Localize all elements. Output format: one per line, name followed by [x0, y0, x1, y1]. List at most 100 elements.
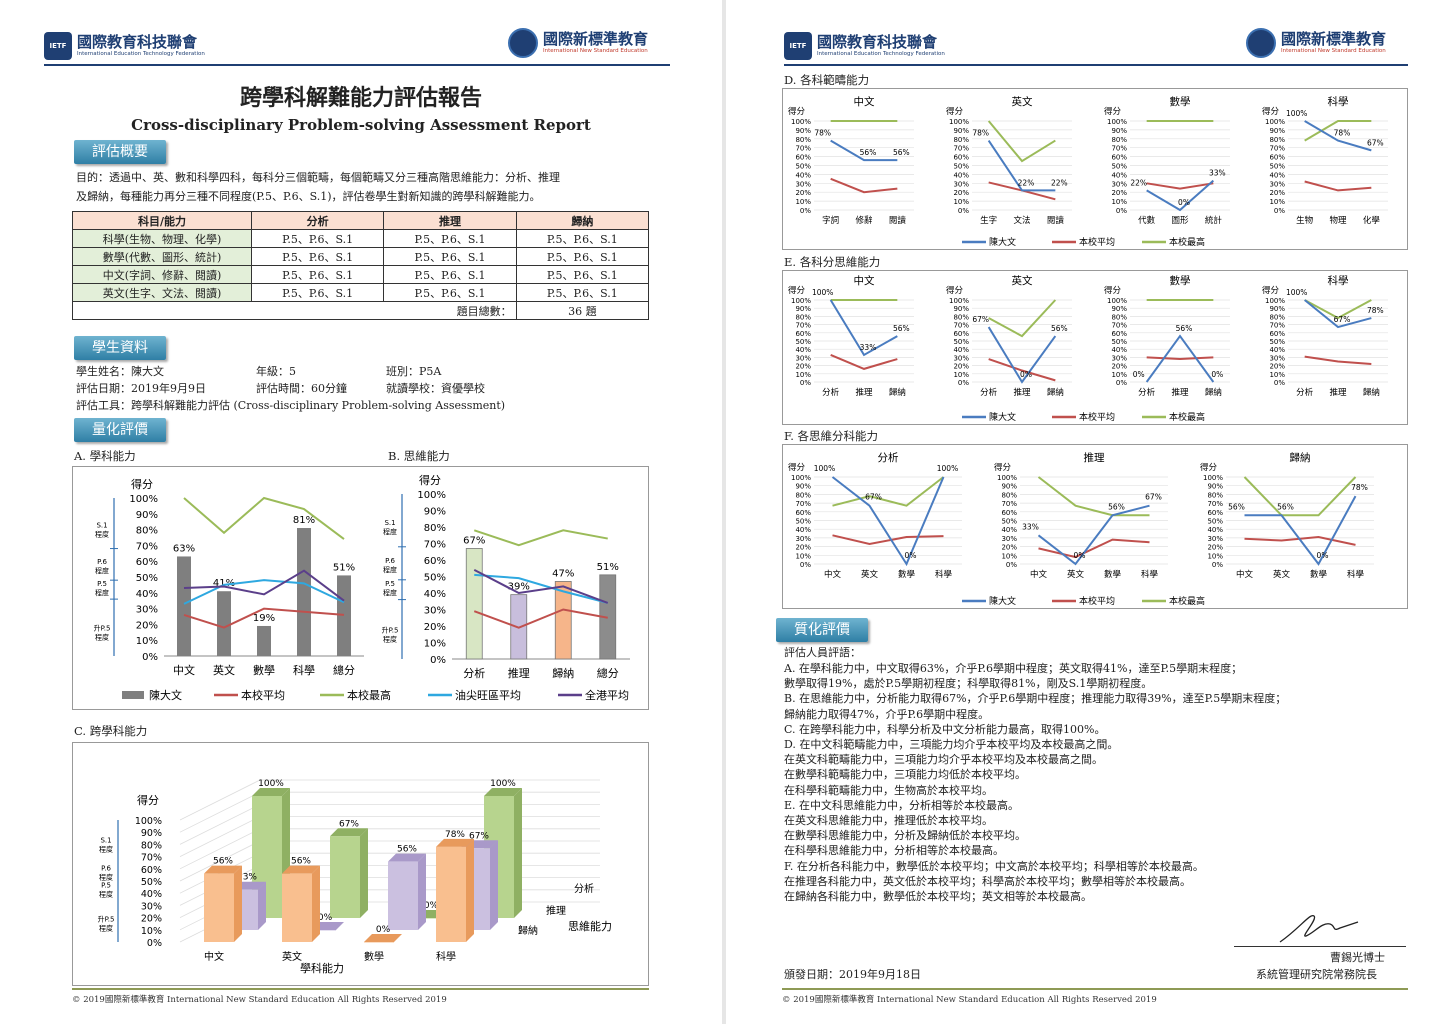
y-tick-label: 50% [1269, 163, 1285, 171]
y-tick-label: 30% [1111, 354, 1127, 362]
signature-image [1240, 908, 1400, 944]
y-tick-label: 60% [136, 557, 158, 568]
panel-title: 推理 [1084, 451, 1106, 464]
bar-3d-top [204, 865, 242, 874]
table-cell: P.5、P.6、S.1 [383, 229, 517, 248]
x-tick-label: 總分 [597, 666, 619, 680]
y-tick-label: 40% [1207, 526, 1223, 534]
student-school: 就讀學校：資優學校 [386, 382, 485, 395]
series-line [830, 177, 898, 194]
y-tick-label: 90% [1111, 127, 1127, 135]
level-label: S.1 [384, 519, 395, 527]
ietf-name-en: International Education Technology Feder… [817, 51, 945, 57]
x-tick-label: 英文 [861, 569, 879, 580]
comment-line: 數學取得19%，處於P.5學期初程度；科學取得81%，剛及S.1學期初程度。 [784, 677, 1153, 691]
comment-line: 在科學科範疇能力中，生物高於本校平均。 [784, 783, 993, 797]
ietf-name: 國際教育科技聯會 [817, 33, 938, 51]
legend-label: 本校最高 [1169, 411, 1205, 423]
series-line [1146, 179, 1214, 212]
data-label: 56% [1228, 502, 1245, 511]
y-tick-label: 100% [1203, 474, 1223, 482]
series-line [473, 569, 609, 604]
panel-title: 中文 [854, 95, 875, 108]
x-tick-label: 中文 [173, 663, 195, 677]
series-line [829, 299, 898, 357]
y-tick-label: 30% [1111, 180, 1127, 188]
legend-label: 陳大文 [149, 688, 182, 702]
bar [177, 556, 191, 656]
y-tick-label: 20% [136, 620, 158, 631]
y-tick-label: 80% [953, 313, 969, 321]
y-tick-label: 80% [1111, 136, 1127, 144]
y-tick-label: 30% [141, 901, 162, 912]
level-label: 程度 [99, 890, 113, 899]
series-line [1146, 182, 1214, 190]
inse-logo: 國際新標準教育 International New Standard Educat… [1246, 28, 1386, 58]
ietf-logo: IETF 國際教育科技聯會 International Education Tec… [44, 32, 205, 60]
y-tick-label: 0% [958, 379, 969, 387]
panel-title: 英文 [1012, 274, 1034, 287]
series-line [987, 120, 1056, 163]
table-cell: P.5、P.6、S.1 [250, 247, 385, 266]
data-label: 0% [905, 551, 917, 560]
table-cell: 中文(字詞、修辭、閱讀) [72, 265, 252, 284]
bar-3d-top [436, 838, 474, 847]
y-tick-label: 10% [1269, 198, 1285, 206]
comment-line: B. 在思維能力中，分析能力取得67%，介乎P.6學期中程度；推理能力取得39%… [784, 692, 1287, 706]
report-title-en: Cross-disciplinary Problem-solving Asses… [131, 116, 591, 134]
bar [282, 873, 312, 942]
level-label: 程度 [99, 844, 113, 853]
series-line [1146, 356, 1214, 361]
y-tick-label: 10% [141, 926, 162, 937]
y-tick-label: 0% [1212, 561, 1223, 569]
level-label: 程度 [95, 566, 109, 575]
x-tick-label: 科學 [1347, 569, 1365, 580]
y-tick-label: 100% [1107, 297, 1127, 305]
inse-name-en: International New Standard Education [543, 48, 648, 54]
data-label: 56% [893, 148, 910, 157]
y-tick-label: 60% [953, 154, 969, 162]
table-cell: P.5、P.6、S.1 [515, 265, 650, 284]
y-tick-label: 0% [142, 652, 158, 663]
legend-label: 本校平均 [1079, 236, 1115, 248]
y-tick-label: 30% [1001, 535, 1017, 543]
y-tick-label: 20% [1111, 189, 1127, 197]
bar [412, 918, 442, 919]
y-tick-label: 60% [1207, 509, 1223, 517]
bar-data-label: 100% [258, 779, 284, 789]
overview-line-1: 目的：透過中、英、數和科學四科，每科分三個範疇，每個範疇又分三種高階思維能力：分… [76, 171, 560, 184]
series-line [1244, 495, 1357, 566]
ietf-name: 國際教育科技聯會 [77, 33, 198, 51]
chart-d-label: D. 各科範疇能力 [784, 73, 870, 87]
data-label: 22% [1018, 178, 1035, 187]
y-tick-label: 0% [800, 207, 811, 215]
y-tick-label: 20% [795, 544, 811, 552]
signature-line [1234, 946, 1406, 947]
total-value: 36 題 [515, 301, 650, 320]
y-tick-label: 100% [129, 494, 158, 505]
x-tick-label: 推理 [1329, 387, 1347, 398]
signatory-name: 曹錫光博士 [1330, 951, 1385, 964]
y-axis-title: 得分 [1104, 106, 1122, 117]
y-tick-label: 10% [1001, 552, 1017, 560]
y-tick-label: 90% [141, 828, 162, 839]
series-line [1243, 476, 1357, 517]
series-line [473, 529, 608, 547]
y-tick-label: 0% [1274, 207, 1285, 215]
panel-title: 歸納 [1290, 451, 1311, 464]
panel-title: 分析 [878, 451, 899, 464]
series-line [1304, 120, 1372, 152]
y-tick-label: 20% [1111, 363, 1127, 371]
panel-title: 英文 [1012, 95, 1034, 108]
y-tick-label: 40% [953, 346, 969, 354]
data-label: 78% [1351, 483, 1368, 492]
y-tick-label: 70% [424, 540, 446, 551]
y-tick-label: 40% [1269, 171, 1285, 179]
legend-label: 本校平均 [1079, 411, 1115, 423]
x-tick-label: 歸納 [1363, 387, 1380, 398]
y-tick-label: 40% [1001, 526, 1017, 534]
y-tick-label: 90% [953, 127, 969, 135]
data-label: 33% [1209, 169, 1226, 178]
y-axis-title: 得分 [1200, 462, 1218, 473]
x-tick-label: 歸納 [552, 666, 574, 680]
